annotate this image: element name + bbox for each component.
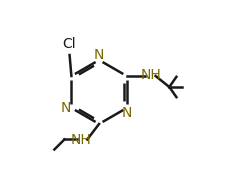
Text: N: N — [94, 48, 104, 62]
Text: Cl: Cl — [62, 37, 76, 51]
Text: N: N — [122, 106, 132, 120]
Text: NH: NH — [140, 68, 161, 82]
Text: N: N — [60, 101, 71, 115]
Text: NH: NH — [71, 133, 92, 147]
